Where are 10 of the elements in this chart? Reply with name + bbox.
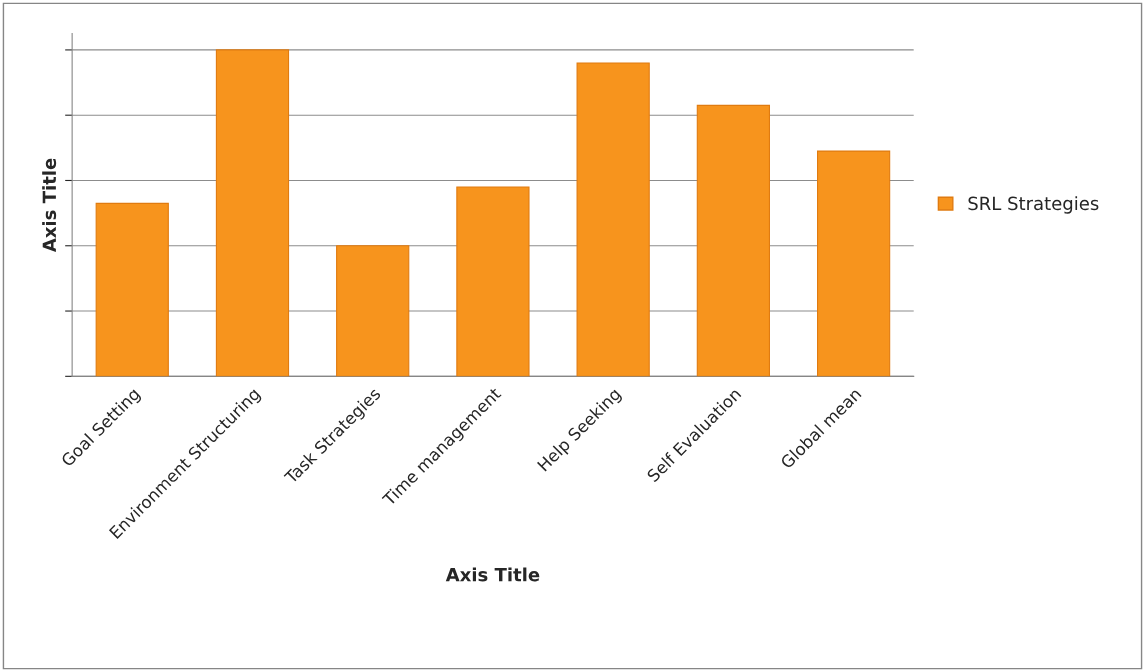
bar — [696, 104, 770, 377]
legend-label: SRL Strategies — [968, 196, 1099, 214]
bar — [95, 202, 169, 377]
bar — [816, 150, 891, 377]
bar — [456, 186, 530, 377]
bar — [336, 245, 410, 377]
bar — [576, 62, 650, 377]
y-axis-title: Axis Title — [42, 158, 57, 253]
bar — [215, 49, 290, 377]
x-axis-title: Axis Title — [445, 567, 540, 582]
